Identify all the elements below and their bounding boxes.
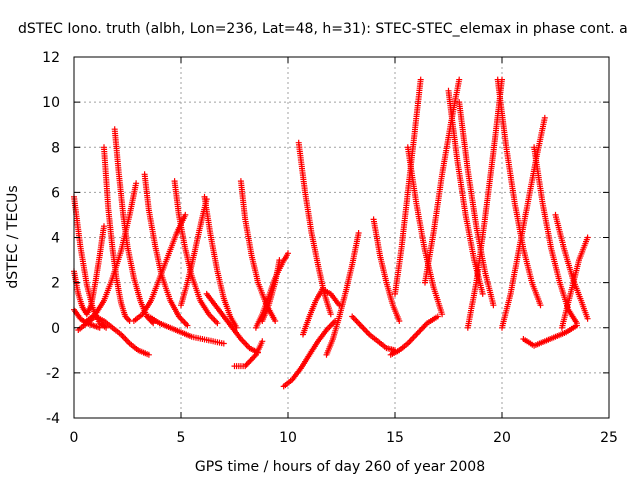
axis-ticks <box>73 56 610 419</box>
x-tick-label: 20 <box>493 430 511 446</box>
data-markers-sat12 <box>178 196 210 309</box>
data-series-sat28 <box>422 76 463 286</box>
x-tick-labels: 0 5 10 15 20 25 <box>70 430 618 446</box>
y-tick-label: -4 <box>46 411 60 427</box>
data-markers-sat27 <box>387 313 441 358</box>
data-markers-sat37 <box>558 234 591 331</box>
data-markers-sat07 <box>83 180 140 324</box>
y-tick-label: 6 <box>51 185 60 201</box>
data-markers-sat22 <box>323 230 362 358</box>
data-markers-sat14 <box>203 290 261 356</box>
data-markers-sat25 <box>392 76 424 297</box>
data-markers-sat18 <box>259 257 283 324</box>
data-series-sat27 <box>387 313 441 358</box>
data-series <box>71 76 591 390</box>
data-markers-sat13 <box>201 193 240 331</box>
data-series-sat37 <box>558 234 591 331</box>
data-series-sat23 <box>349 313 398 354</box>
data-markers-sat28 <box>422 76 463 286</box>
data-series-sat08 <box>141 171 191 329</box>
data-series-sat07 <box>83 180 140 324</box>
y-tick-label: 10 <box>42 95 60 111</box>
x-tick-label: 10 <box>279 430 297 446</box>
data-markers-sat19 <box>280 318 339 390</box>
data-series-sat18 <box>259 257 283 324</box>
data-series-sat31 <box>464 76 505 331</box>
data-markers-sat26 <box>404 144 446 318</box>
data-markers-sat24 <box>370 216 403 324</box>
data-series-sat20 <box>295 139 334 318</box>
data-markers-sat21 <box>300 286 343 338</box>
data-series-sat11 <box>145 313 227 347</box>
data-series-sat21 <box>300 286 343 338</box>
data-markers-sat16 <box>231 338 266 370</box>
x-tick-label: 5 <box>177 430 186 446</box>
data-markers-sat30 <box>456 99 497 309</box>
data-series-sat19 <box>280 318 339 390</box>
data-series-sat16 <box>231 338 266 370</box>
data-series-sat12 <box>178 196 210 309</box>
data-markers-sat35 <box>520 322 580 349</box>
data-series-sat25 <box>392 76 424 297</box>
data-series-sat15 <box>237 178 279 324</box>
y-tick-label: 4 <box>51 231 60 247</box>
data-series-sat36 <box>552 211 591 322</box>
y-tick-label: -2 <box>46 366 60 382</box>
data-markers-sat23 <box>349 313 398 354</box>
data-series-sat13 <box>201 193 240 331</box>
y-axis-label: dSTEC / TECUs <box>5 185 21 288</box>
y-tick-label: 12 <box>42 50 60 66</box>
data-markers-sat20 <box>295 139 334 318</box>
y-tick-label: 8 <box>51 140 60 156</box>
data-markers-sat15 <box>237 178 279 324</box>
data-series-sat26 <box>404 144 446 318</box>
y-tick-labels: -4 -2 0 2 4 6 8 10 12 <box>42 50 60 427</box>
data-series-sat30 <box>456 99 497 309</box>
x-tick-label: 0 <box>70 430 79 446</box>
x-tick-label: 25 <box>600 430 618 446</box>
x-tick-label: 15 <box>386 430 404 446</box>
data-series-sat22 <box>323 230 362 358</box>
data-markers-sat08 <box>141 171 191 329</box>
data-markers-sat31 <box>464 76 505 331</box>
data-series-sat24 <box>370 216 403 324</box>
data-series-sat35 <box>520 322 580 349</box>
data-markers-sat11 <box>145 313 227 347</box>
data-markers-sat36 <box>552 211 591 322</box>
chart-title: dSTEC Iono. truth (albh, Lon=236, Lat=48… <box>18 21 628 37</box>
x-axis-label: GPS time / hours of day 260 of year 2008 <box>195 459 485 475</box>
y-tick-label: 0 <box>51 321 60 337</box>
data-series-sat14 <box>203 290 261 356</box>
y-tick-label: 2 <box>51 276 60 292</box>
